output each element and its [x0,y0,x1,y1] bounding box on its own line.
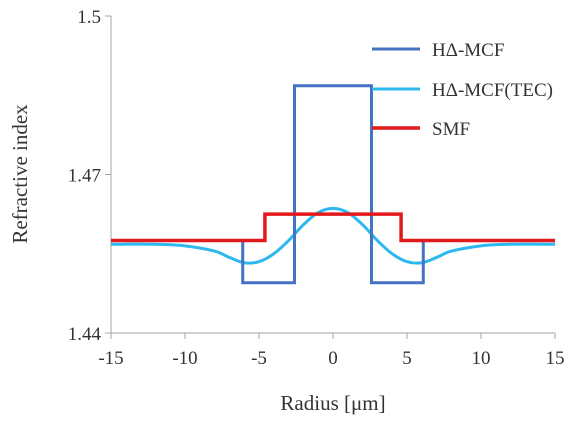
x-tick-label: 10 [472,348,491,369]
legend-label-smf: SMF [432,119,470,140]
x-tick-label: -10 [172,348,197,369]
legend-label-h-mcf: HΔ-MCF [432,40,504,61]
x-tick-label: 15 [546,348,565,369]
legend-label-h-mcf-tec: HΔ-MCF(TEC) [432,80,553,101]
y-axis-label: Refractive index [8,104,32,244]
legend: HΔ-MCF HΔ-MCF(TEC) SMF [372,40,553,140]
x-tick-label: 5 [402,348,412,369]
axes-layer: 1.44 1.47 1.5 -15 -10 -5 0 5 10 15 [68,7,565,369]
series-line-h-mcf-tec [110,206,556,265]
x-axis-label: Radius [μm] [280,391,385,415]
series-layer [110,84,556,285]
series-line-h-mcf [111,84,555,285]
x-tick-label: 0 [328,348,338,369]
y-tick-label: 1.44 [68,324,102,345]
y-tick-label: 1.47 [68,166,101,187]
x-tick-label: -5 [251,348,267,369]
x-tick-label: -15 [98,348,123,369]
series-line-smf [111,212,555,243]
y-tick-label: 1.5 [77,7,101,28]
